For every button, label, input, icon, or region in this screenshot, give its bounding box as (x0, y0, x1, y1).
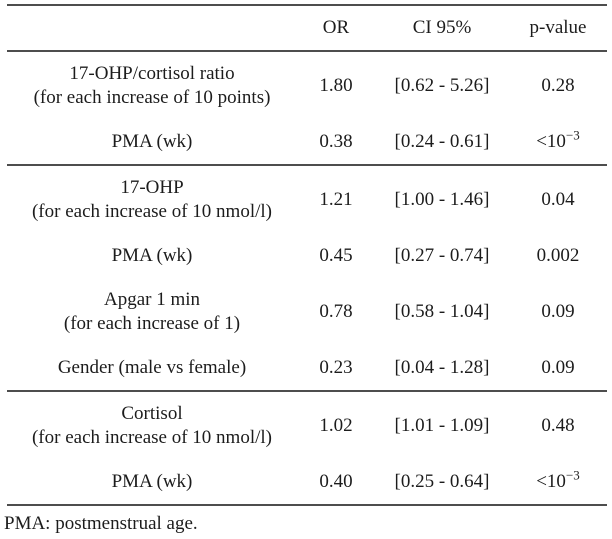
ci-value: [0.58 - 1.04] (394, 301, 490, 322)
table-row: Gender (male vs female) 0.23 [0.04 - 1.2… (7, 346, 607, 391)
model-section-3: Cortisol (for each increase of 10 nmol/l… (7, 391, 607, 505)
or-value: 0.45 (319, 245, 353, 266)
predictor-label: 17-OHP/cortisol ratio (69, 63, 235, 84)
table-row: Cortisol (for each increase of 10 nmol/l… (7, 391, 607, 460)
predictor-cell: PMA (wk) (7, 460, 297, 505)
p-value: 0.48 (509, 391, 607, 460)
predictor-cell: PMA (wk) (7, 120, 297, 165)
ci-value: [0.62 - 5.26] (394, 75, 490, 96)
predictor-sublabel: (for each increase of 10 points) (33, 87, 271, 108)
header-or: OR (322, 17, 350, 38)
or-value: 0.38 (319, 131, 353, 152)
p-value-base: 0.09 (541, 357, 575, 378)
header-p-value: p-value (529, 17, 587, 38)
predictor-label: PMA (wk) (111, 471, 193, 492)
p-value: 0.28 (509, 51, 607, 120)
p-value: <10−3 (509, 120, 607, 165)
predictor-cell: Cortisol (for each increase of 10 nmol/l… (7, 391, 297, 460)
ci-value: [0.27 - 0.74] (394, 245, 490, 266)
header-row: OR CI 95% p-value (7, 5, 607, 51)
predictor-label: Apgar 1 min (103, 289, 201, 310)
table-row: 17-OHP (for each increase of 10 nmol/l) … (7, 165, 607, 234)
predictor-label: PMA (wk) (111, 131, 193, 152)
p-value-base: 0.48 (541, 415, 575, 436)
p-value: 0.09 (509, 346, 607, 391)
model-section-2: 17-OHP (for each increase of 10 nmol/l) … (7, 165, 607, 391)
header-predictor (7, 5, 297, 51)
or-value: 1.02 (319, 415, 353, 436)
p-value-base: <10 (536, 471, 566, 492)
p-value: 0.002 (509, 234, 607, 278)
table-footnote: PMA: postmenstrual age. (4, 513, 198, 534)
p-value-base: 0.002 (536, 245, 580, 266)
or-value: 1.21 (319, 189, 353, 210)
or-value: 1.80 (319, 75, 353, 96)
p-value-exponent: −3 (565, 127, 580, 143)
p-value-base: 0.04 (541, 189, 575, 210)
ci-value: [1.00 - 1.46] (394, 189, 490, 210)
predictor-label: Cortisol (121, 403, 183, 424)
predictor-label: Gender (male vs female) (57, 357, 247, 378)
predictor-cell: 17-OHP (for each increase of 10 nmol/l) (7, 165, 297, 234)
table-row: 17-OHP/cortisol ratio (for each increase… (7, 51, 607, 120)
table-row: PMA (wk) 0.38 [0.24 - 0.61] <10−3 (7, 120, 607, 165)
regression-results-table: OR CI 95% p-value 17-OHP/cortisol ratio … (7, 4, 607, 506)
ci-value: [0.24 - 0.61] (394, 131, 490, 152)
p-value: <10−3 (509, 460, 607, 505)
predictor-label: PMA (wk) (111, 245, 193, 266)
predictor-cell: Gender (male vs female) (7, 346, 297, 391)
table-row: PMA (wk) 0.40 [0.25 - 0.64] <10−3 (7, 460, 607, 505)
p-value-exponent: −3 (565, 467, 580, 483)
predictor-cell: Apgar 1 min (for each increase of 1) (7, 278, 297, 346)
or-value: 0.40 (319, 471, 353, 492)
predictor-cell: PMA (wk) (7, 234, 297, 278)
ci-value: [0.25 - 0.64] (394, 471, 490, 492)
or-value: 0.23 (319, 357, 353, 378)
p-value-base: 0.28 (541, 75, 575, 96)
predictor-sublabel: (for each increase of 1) (63, 313, 241, 334)
predictor-cell: 17-OHP/cortisol ratio (for each increase… (7, 51, 297, 120)
table-header: OR CI 95% p-value (7, 5, 607, 51)
ci-value: [1.01 - 1.09] (394, 415, 490, 436)
p-value-base: <10 (536, 131, 566, 152)
table-row: Apgar 1 min (for each increase of 1) 0.7… (7, 278, 607, 346)
table-row: PMA (wk) 0.45 [0.27 - 0.74] 0.002 (7, 234, 607, 278)
ci-value: [0.04 - 1.28] (394, 357, 490, 378)
p-value: 0.04 (509, 165, 607, 234)
p-value-base: 0.09 (541, 301, 575, 322)
header-ci: CI 95% (412, 17, 472, 38)
model-section-1: 17-OHP/cortisol ratio (for each increase… (7, 51, 607, 165)
predictor-label: 17-OHP (120, 177, 184, 198)
predictor-sublabel: (for each increase of 10 nmol/l) (31, 201, 273, 222)
p-value: 0.09 (509, 278, 607, 346)
predictor-sublabel: (for each increase of 10 nmol/l) (31, 427, 273, 448)
or-value: 0.78 (319, 301, 353, 322)
